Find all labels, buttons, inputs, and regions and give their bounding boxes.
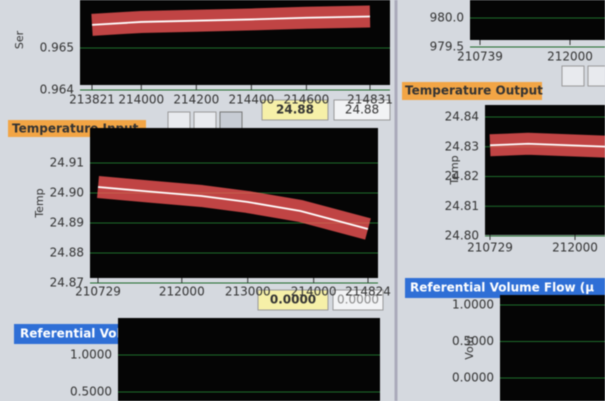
x-tick-label: 214200 [173,93,219,107]
y-tick-label: 24.84 [445,110,479,124]
axis-label: Ser [13,30,26,49]
x-tick-label: 213000 [225,285,271,299]
y-tick-label: 1.0000 [452,298,494,312]
y-tick-label: 24.81 [445,199,479,213]
x-tick-label: 214831 [347,93,393,107]
axis-label: Temp [33,188,46,218]
labview-screen: Temperature Input Temperature Output Ref… [0,0,605,401]
x-tick-label: 214400 [228,93,274,107]
y-tick-label: 0.965 [40,41,74,55]
y-tick-label: 24.83 [445,139,479,153]
x-tick-label: 214600 [284,93,330,107]
axis-label: Volu [463,336,476,359]
y-tick-label: 24.91 [50,156,84,170]
page: {"panels":[ {"axis_label":"Ser","yticks"… [0,0,605,401]
x-tick-label: 214824 [345,285,391,299]
y-tick-label: 980.0 [430,11,464,25]
y-tick-label: 0.5000 [70,385,112,399]
plot-area [500,295,605,401]
plot-area [470,0,605,40]
x-tick-label: 214000 [291,285,337,299]
x-tick-label: 212000 [159,285,205,299]
temperature-output-label: Temperature Output [405,84,543,98]
x-tick-label: 212000 [547,50,593,64]
y-tick-label: 24.88 [50,246,84,260]
axis-label: Temp [448,155,461,185]
plot-area [118,318,380,401]
x-tick-label: 212000 [552,241,598,255]
y-tick-label: 24.89 [50,216,84,230]
x-tick-label: 214000 [118,93,164,107]
x-tick-label: 210739 [457,50,503,64]
plot-area [485,105,605,235]
y-tick-label: 0.0000 [452,371,494,385]
flow-label: Referential Volume Flow (µ [410,281,594,295]
y-tick-label: 1.0000 [70,348,112,362]
x-tick-label: 210729 [75,285,121,299]
y-tick-label: 24.90 [50,186,84,200]
x-tick-label: 213821 [69,93,115,107]
x-tick-label: 210729 [467,241,513,255]
